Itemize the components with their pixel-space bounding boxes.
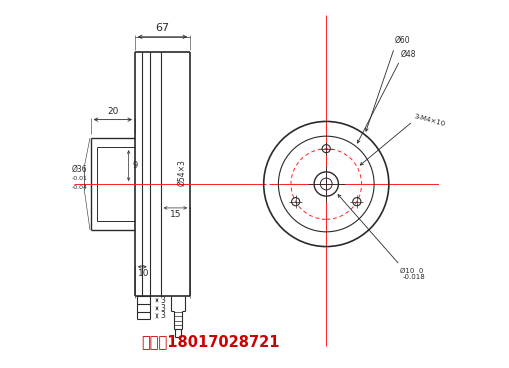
Text: 3: 3 <box>161 311 165 321</box>
Text: 手机：18017028721: 手机：18017028721 <box>141 334 279 349</box>
Text: 10: 10 <box>138 269 150 278</box>
Text: 3: 3 <box>161 304 165 313</box>
Text: 20: 20 <box>107 107 119 116</box>
Text: Ø36: Ø36 <box>71 165 87 174</box>
Text: Ø10  0: Ø10 0 <box>400 268 423 274</box>
Text: 3-M4×10: 3-M4×10 <box>413 114 446 128</box>
Text: -0.04: -0.04 <box>71 185 87 190</box>
Text: Ø60: Ø60 <box>395 36 411 45</box>
Text: -0.018: -0.018 <box>403 274 425 280</box>
Text: 3: 3 <box>161 296 165 305</box>
Text: 15: 15 <box>169 210 181 219</box>
Text: Ø48: Ø48 <box>401 50 416 59</box>
Text: -0.01: -0.01 <box>71 176 87 181</box>
Text: Ø54×3: Ø54×3 <box>178 159 186 187</box>
Text: 9: 9 <box>132 161 137 170</box>
Text: 67: 67 <box>155 22 169 33</box>
Bar <box>135 52 190 296</box>
